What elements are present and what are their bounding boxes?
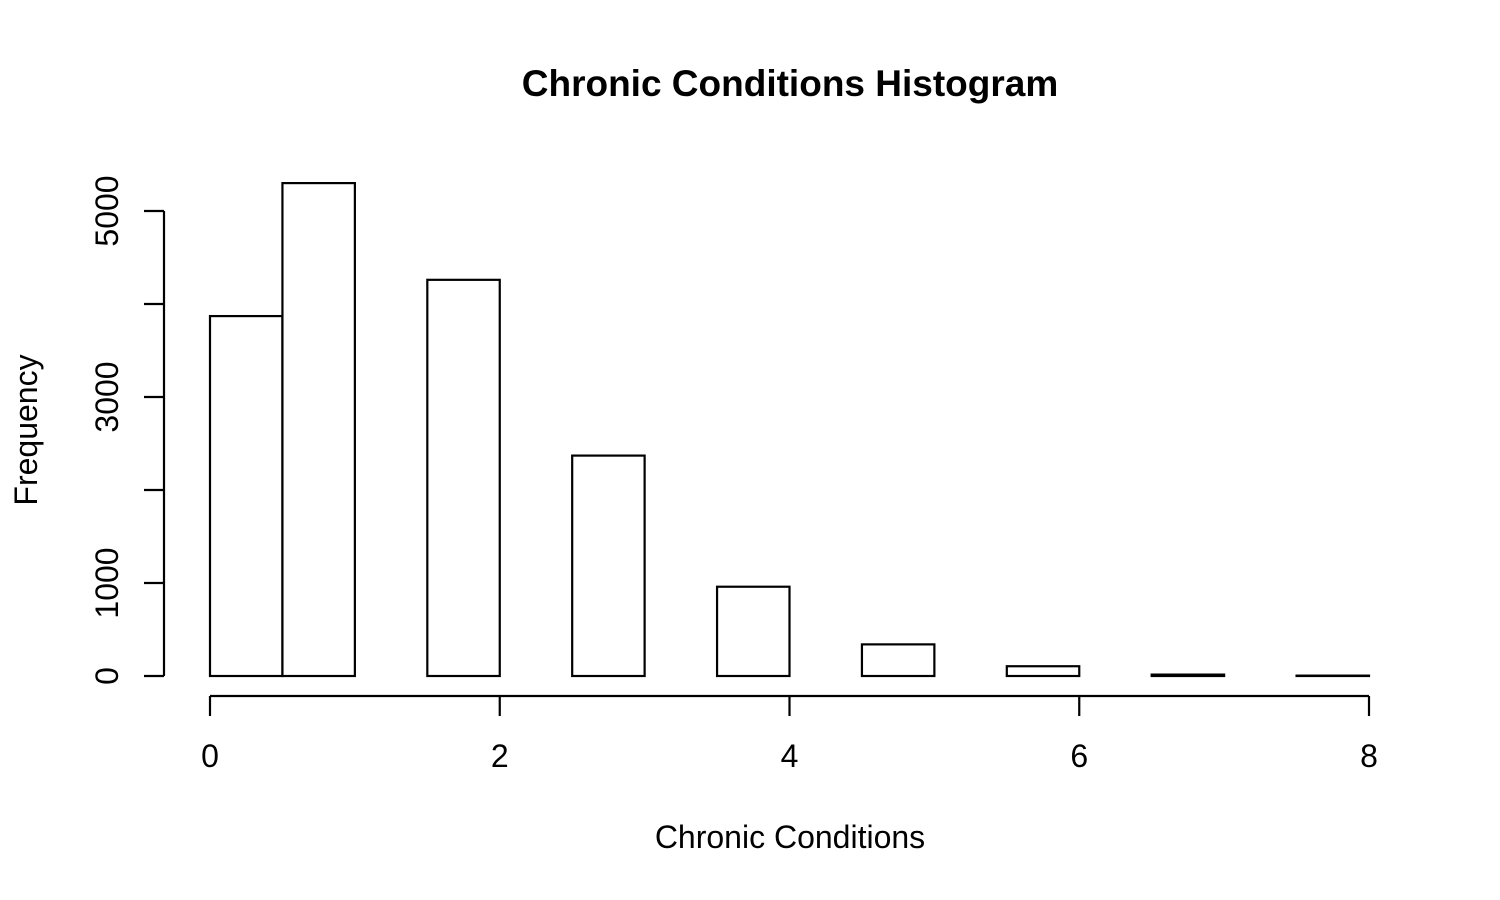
x-axis-label: Chronic Conditions [655, 819, 925, 855]
histogram-bar-1 [281, 182, 356, 678]
x-axis: 0 2 4 6 8 [201, 694, 1378, 774]
histogram-bar-9 [860, 643, 936, 678]
y-tick-label-3: 3000 [89, 361, 125, 432]
chart-title: Chronic Conditions Histogram [522, 63, 1059, 104]
histogram-bar-0 [208, 314, 284, 678]
y-tick-label-0: 0 [89, 667, 125, 685]
y-axis-label: Frequency [8, 354, 44, 505]
x-tick-label-1: 2 [491, 738, 509, 774]
x-tick-label-0: 0 [201, 738, 219, 774]
histogram-bar-13 [1150, 673, 1226, 678]
histogram-bar-7 [715, 585, 791, 678]
x-tick-label-3: 6 [1070, 738, 1088, 774]
histogram-bar-11 [1005, 665, 1081, 678]
histogram-bar-3 [426, 278, 501, 678]
y-tick-label-1: 1000 [89, 547, 125, 618]
histogram-bar-5 [571, 454, 646, 678]
y-tick-label-5: 5000 [89, 175, 125, 246]
x-tick-label-2: 4 [781, 738, 799, 774]
x-tick-label-4: 8 [1360, 738, 1378, 774]
bars-group [208, 182, 1371, 678]
y-axis: 0 1000 3000 5000 [89, 175, 166, 685]
